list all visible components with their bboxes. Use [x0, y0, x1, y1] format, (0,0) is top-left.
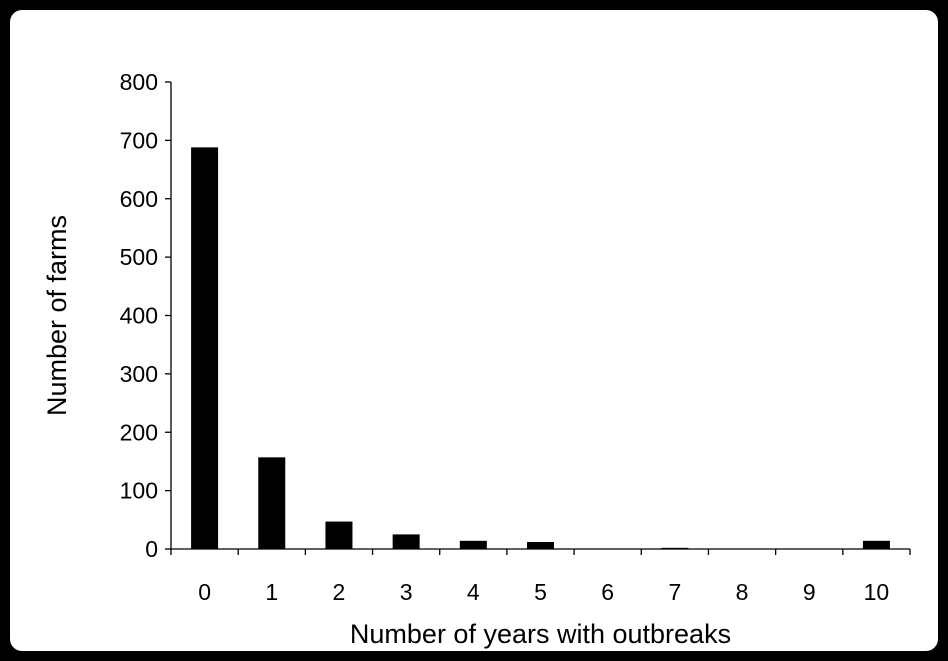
x-tick-label: 0 — [198, 579, 211, 605]
y-tick-label: 200 — [120, 419, 158, 445]
bar-1 — [258, 457, 286, 549]
x-tick-label: 2 — [333, 579, 346, 605]
x-tick-label: 7 — [668, 579, 681, 605]
bar-10 — [862, 540, 890, 549]
x-tick-label: 9 — [803, 579, 816, 605]
x-tick-label: 4 — [467, 579, 480, 605]
y-tick-label: 600 — [120, 186, 158, 212]
y-tick-label: 400 — [120, 303, 158, 329]
y-axis-title: Number of farms — [42, 215, 72, 416]
x-tick-label: 5 — [534, 579, 547, 605]
y-tick-label: 800 — [120, 69, 158, 95]
y-axis: 0 100 200 300 400 500 600 700 800 — [120, 69, 172, 562]
bar-7 — [661, 547, 689, 549]
bar-3 — [392, 534, 420, 549]
bar-2 — [325, 521, 353, 549]
x-tick-label: 6 — [601, 579, 614, 605]
bar-0 — [191, 147, 219, 549]
y-tick-label: 700 — [120, 127, 158, 153]
x-tick-label: 1 — [265, 579, 278, 605]
y-tick-label: 0 — [145, 536, 158, 562]
y-tick-label: 300 — [120, 361, 158, 387]
x-tick-label: 3 — [400, 579, 413, 605]
bars — [191, 147, 890, 549]
x-tick-label: 8 — [736, 579, 749, 605]
y-tick-label: 500 — [120, 244, 158, 270]
y-tick-label: 100 — [120, 478, 158, 504]
x-axis-title: Number of years with outbreaks — [350, 619, 731, 649]
x-tick-label: 10 — [864, 579, 890, 605]
x-axis: 0 1 2 3 4 5 6 7 8 9 10 — [170, 548, 911, 605]
bar-4 — [459, 540, 487, 549]
bar-5 — [527, 541, 554, 549]
